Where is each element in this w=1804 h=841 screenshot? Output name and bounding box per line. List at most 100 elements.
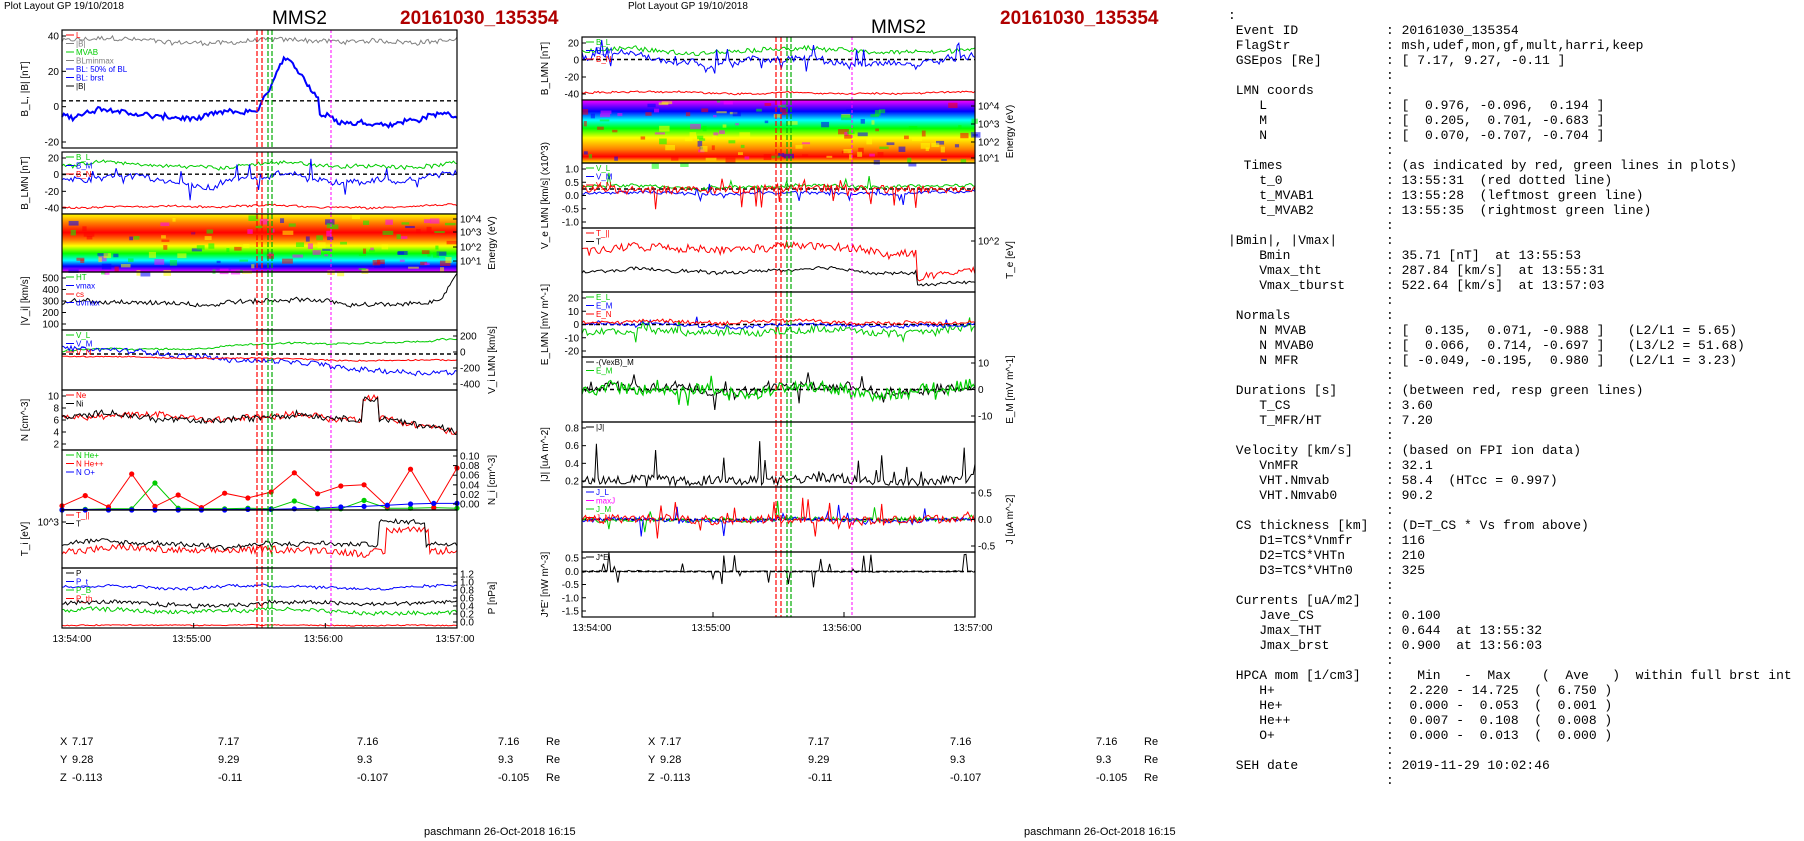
spectrogram-texture [421, 250, 430, 255]
spectrogram-texture [671, 156, 679, 161]
info-key: He+ [1228, 698, 1283, 713]
info-key: FlagStr [1228, 38, 1291, 53]
legend-entry: B_N [596, 55, 612, 64]
legend-entry: J_L [596, 488, 609, 497]
info-value: : 0.644 at 13:55:32 [1386, 623, 1543, 638]
spectrogram-texture [423, 219, 431, 224]
info-row: : [1228, 218, 1798, 233]
spectrogram-texture [128, 258, 134, 262]
spectrogram-texture [612, 129, 618, 133]
legend-entry: |J| [596, 423, 604, 432]
y-tick-label: 0.10 [460, 452, 480, 463]
y-tick-label: -1.5 [562, 607, 580, 618]
spectrogram-texture [280, 218, 285, 224]
spectrogram-texture [920, 142, 931, 149]
panel-ion_energy_spectrogram: 10^4 10^3 10^2 10^1 Energy (eV) [61, 213, 498, 277]
y-tick-label: 100 [42, 320, 59, 331]
y-tick-label: 20 [48, 67, 60, 78]
info-value: : 13:55:35 (rightmost green line) [1386, 203, 1652, 218]
spectrogram-texture [702, 125, 707, 132]
y-axis-label: T_e [eV] [1005, 241, 1016, 279]
y-tick-label: -0.5 [978, 542, 996, 553]
series-BL [61, 55, 458, 130]
series-EMm [581, 375, 976, 406]
panel-current_magnitude: 0.8 0.6 0.4 0.2 |J| [uA m^-2] |J| [540, 421, 976, 488]
spectrogram-texture [846, 109, 854, 112]
legend-entry: E_L [596, 293, 611, 302]
spectrogram-texture [204, 236, 212, 240]
spectrogram-texture [658, 102, 669, 106]
coords-value: 9.3 [498, 754, 514, 766]
legend-entry: B_M [76, 162, 93, 171]
info-value: : [1386, 83, 1394, 98]
legend-entry: T_|| [596, 229, 610, 238]
spectrogram-texture [68, 269, 79, 273]
panel-Vi_LMN: 200 0 -200 -400 V_i LMN [km/s] V_LV_MV_N [61, 326, 498, 394]
y-tick-label: 400 [42, 285, 59, 296]
info-key: Currents [uA/m2] [1228, 593, 1361, 608]
legend-entry: Ne [76, 391, 87, 400]
y-tick-label: 10^2 [460, 243, 482, 254]
data-point [245, 506, 251, 512]
spectrogram-texture [113, 253, 119, 258]
panel-pressure: 1.21.00.80.60.40.20.0 P [nPa] PP_tP_BP_th [61, 567, 498, 629]
y-axis-label: E_LMN [mV m^-1] [540, 284, 551, 366]
spectrogram-texture [172, 217, 176, 222]
info-key: O+ [1228, 728, 1275, 743]
y-tick-label: 0.04 [460, 480, 480, 491]
spectrogram-texture [617, 112, 623, 117]
spectrogram-texture [802, 154, 809, 157]
coords-value: 9.28 [660, 754, 682, 766]
info-value: : 13:55:31 (red dotted line) [1386, 173, 1613, 188]
spectrogram-texture [292, 254, 303, 258]
legend-entry: E_M [596, 367, 613, 376]
info-row: : [1228, 743, 1798, 758]
y-axis-label: E_M [mV m^-1] [1005, 355, 1016, 424]
spectrogram-texture [434, 231, 445, 234]
data-point [338, 483, 344, 489]
y-tick-label: 10 [568, 307, 580, 318]
spectrogram-texture [104, 270, 110, 275]
info-key: N MVAB0 [1228, 338, 1314, 353]
spectrogram-texture [879, 146, 889, 150]
spectrogram-texture [136, 270, 141, 276]
spectrogram-texture [325, 219, 335, 225]
y-tick-label: 40 [48, 32, 60, 43]
data-point [407, 466, 414, 472]
spectrogram-texture [305, 236, 310, 242]
info-row: Durations [s]: (between red, resp green … [1228, 383, 1798, 398]
info-row: CS thickness [km]: (D=T_CS * Vs from abo… [1228, 518, 1798, 533]
spectrogram-texture [282, 258, 293, 264]
y-tick-label: 1.0 [460, 578, 474, 589]
spectrogram-texture [700, 145, 708, 152]
spectrogram-texture [436, 251, 447, 256]
y-tick-label: 10^3 [38, 518, 60, 529]
data-point [361, 497, 367, 503]
spectrogram-texture [940, 146, 945, 153]
spectrogram-texture [712, 135, 717, 141]
info-key: GSEpos [Re] [1228, 53, 1322, 68]
info-key: |Bmin|, |Vmax| [1228, 233, 1338, 248]
spectrogram-texture [645, 112, 652, 116]
info-row: VHT.Nmvab: 58.4 (HTcc = 0.997) [1228, 473, 1798, 488]
y-tick-label: 0.4 [460, 602, 474, 613]
coords-value: 9.29 [808, 754, 830, 766]
series-BN [581, 90, 976, 96]
legend-entry: J_M [596, 505, 611, 514]
info-value: : [1386, 218, 1394, 233]
y-tick-label: -40 [565, 90, 580, 101]
right-time-tick: 13:57:00 [954, 623, 993, 634]
info-key: Jmax_THT [1228, 623, 1322, 638]
spectrogram-texture [778, 153, 785, 157]
legend-entry: P_B [76, 586, 91, 595]
panel-B_LMN_right: 20 0 -20 -40 B_LMN [nT] B_LB_MB_N [540, 36, 976, 101]
y-tick-label: -1.0 [562, 593, 580, 604]
y-tick-label: -20 [565, 347, 580, 358]
legend-entry: E_M [596, 302, 613, 311]
y-tick-label: 10^1 [460, 257, 482, 268]
series-P [61, 599, 458, 609]
legend-entry: B_M [596, 47, 613, 56]
info-value: : Min - Max ( Ave ) within full brst int [1386, 668, 1792, 683]
y-tick-label: 10^4 [978, 102, 1000, 113]
left-time-tick: 13:55:00 [172, 634, 211, 645]
